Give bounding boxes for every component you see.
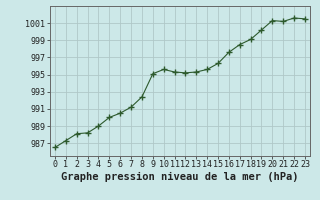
X-axis label: Graphe pression niveau de la mer (hPa): Graphe pression niveau de la mer (hPa) [61,172,299,182]
